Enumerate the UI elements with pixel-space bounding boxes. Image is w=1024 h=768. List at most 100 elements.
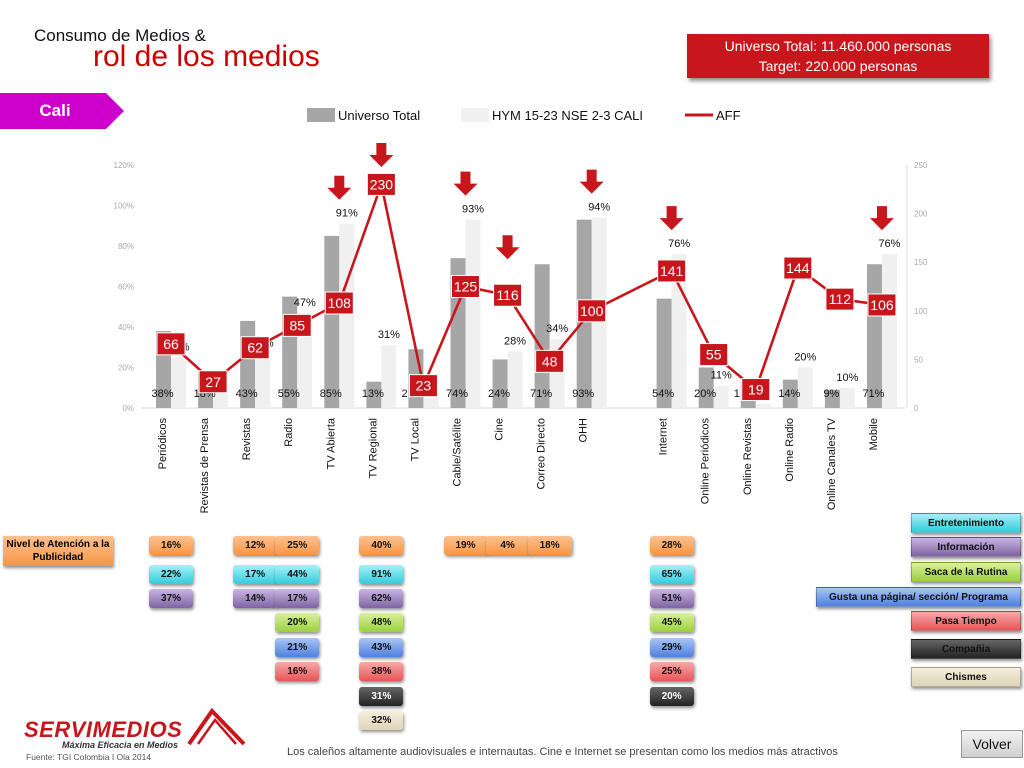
attention-badge-cyan: 44% [275, 565, 320, 584]
y-left-tick-label: 120% [114, 161, 134, 170]
attention-badge-black: 20% [649, 687, 694, 706]
attention-badge-cyan: 17% [233, 565, 278, 584]
attention-badge-orange: 25% [275, 536, 320, 555]
attention-badge-blue: 29% [649, 638, 694, 657]
attention-badge-purple: 14% [233, 589, 278, 608]
category-label: Correo Directo [536, 418, 548, 490]
servimedios-logo: SERVIMEDIOS Máxima Eficacia en Medios [24, 706, 249, 756]
aff-point-box [699, 343, 729, 367]
highlight-arrow-icon [579, 169, 604, 194]
attention-badge-red: 38% [359, 662, 404, 681]
bar-label-universo: 9% [823, 388, 839, 400]
target-text: Target: 220.000 personas [758, 58, 918, 74]
attention-badge-orange: 4% [485, 536, 530, 555]
bar-universo-total [366, 381, 382, 408]
aff-point-label: 55 [706, 347, 722, 363]
aff-point-label: 27 [205, 374, 221, 390]
bar-hym [839, 387, 855, 408]
aff-point-label: 19 [748, 382, 764, 398]
bar-hym [797, 367, 813, 408]
bar-hym [423, 397, 439, 408]
bar-label-universo: 85% [320, 388, 342, 400]
role-legend-item: Información [911, 537, 1021, 557]
role-legend-item: Compañia [911, 639, 1021, 659]
aff-point-box [577, 299, 607, 323]
aff-point-label: 106 [870, 297, 894, 313]
aff-point-label: 116 [496, 287, 519, 303]
highlight-arrow-icon [869, 206, 894, 231]
category-label: TV Local [409, 418, 421, 461]
attention-badge-purple: 37% [149, 589, 194, 608]
bar-label-hym: 47% [294, 297, 316, 309]
aff-point-label: 100 [580, 303, 604, 319]
source-note: Fuente: TGI Colombia I Ola 2014 [26, 752, 152, 762]
role-legend-item: Entretenimiento [911, 513, 1021, 533]
bar-label-hym: 10% [836, 372, 858, 384]
bar-hym [255, 353, 271, 408]
category-label: TV Regional [367, 418, 379, 479]
highlight-arrow-icon [453, 171, 478, 196]
attention-badge-orange: 12% [233, 536, 278, 555]
attention-badge-orange: 18% [527, 536, 572, 555]
back-button[interactable]: Volver [961, 730, 1023, 758]
bar-universo-total [866, 264, 882, 408]
bar-universo-total [656, 298, 672, 408]
bar-hym [507, 351, 523, 408]
bar-hym [881, 254, 897, 408]
bar-universo-total [324, 235, 340, 408]
aff-point-box [282, 313, 312, 337]
highlight-arrow-icon [327, 175, 352, 200]
highlight-arrow-icon [369, 143, 394, 167]
bar-label-universo: 24% [488, 388, 510, 400]
y-right-tick-label: 100 [914, 307, 928, 316]
bar-hym [755, 403, 771, 408]
attention-badge-purple: 62% [359, 589, 404, 608]
aff-point-box [783, 256, 813, 280]
attention-badge-black: 31% [359, 687, 404, 706]
category-label: Online Revistas [742, 418, 754, 496]
y-right-tick-label: 200 [914, 210, 928, 219]
role-legend-item: Pasa Tiempo [911, 611, 1021, 631]
attention-badge-purple: 17% [275, 589, 320, 608]
bar-label-hym: 93% [462, 204, 484, 216]
bar-universo-total [824, 389, 840, 408]
y-left-tick-label: 80% [118, 242, 134, 251]
attention-badge-orange: 19% [443, 536, 488, 555]
attention-badge-orange: 16% [149, 536, 194, 555]
bar-label-universo: 38% [152, 388, 174, 400]
logo-text: SERVIMEDIOS [24, 717, 183, 742]
aff-point-label: 230 [370, 176, 394, 192]
aff-point-label: 125 [454, 279, 478, 295]
y-right-tick-label: 0 [914, 404, 919, 413]
attention-badge-cyan: 65% [649, 565, 694, 584]
logo-mark-icon [187, 707, 246, 746]
aff-point-box [366, 172, 396, 196]
aff-point-label: 112 [829, 291, 852, 307]
category-label: Radio [283, 418, 295, 447]
attention-badge-blue: 21% [275, 638, 320, 657]
role-legend-item: Saca de la Rutina [911, 562, 1021, 582]
y-left-tick-label: 40% [118, 323, 134, 332]
category-label: Cine [494, 418, 506, 441]
bar-label-universo: 14% [778, 388, 800, 400]
aff-point-box [240, 336, 270, 360]
aff-point-box [451, 275, 481, 298]
bar-universo-total [534, 264, 550, 408]
aff-point-label: 85 [289, 317, 305, 333]
bar-hym [465, 219, 481, 408]
page-title-line2: rol de los medios [93, 40, 320, 73]
category-label: OHH [578, 418, 590, 443]
bar-label-universo: 54% [652, 388, 674, 400]
aff-point-box [408, 374, 438, 398]
bar-label-hym: 31% [378, 329, 400, 341]
y-left-tick-label: 60% [118, 283, 134, 292]
aff-point-box [657, 259, 687, 283]
bar-label-universo: 74% [446, 388, 468, 400]
bar-label-hym: 20% [794, 352, 816, 364]
bar-label-universo: 43% [236, 388, 258, 400]
category-label: Internet [658, 418, 670, 455]
bar-label-universo: 13% [362, 388, 384, 400]
aff-point-label: 141 [660, 263, 684, 279]
bar-label-universo: 20% [694, 388, 716, 400]
aff-point-box [493, 283, 523, 307]
